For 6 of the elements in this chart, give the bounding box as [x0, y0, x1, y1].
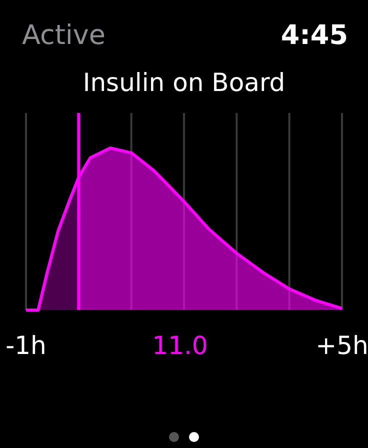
text: 11.0: [152, 331, 208, 360]
text: Active: [22, 20, 106, 51]
x-tick-label: -1h: [6, 331, 46, 360]
text: 4:45: [280, 20, 348, 51]
chart-title: Insulin on Board: [82, 68, 286, 97]
x-tick-label: +5h: [316, 331, 368, 360]
